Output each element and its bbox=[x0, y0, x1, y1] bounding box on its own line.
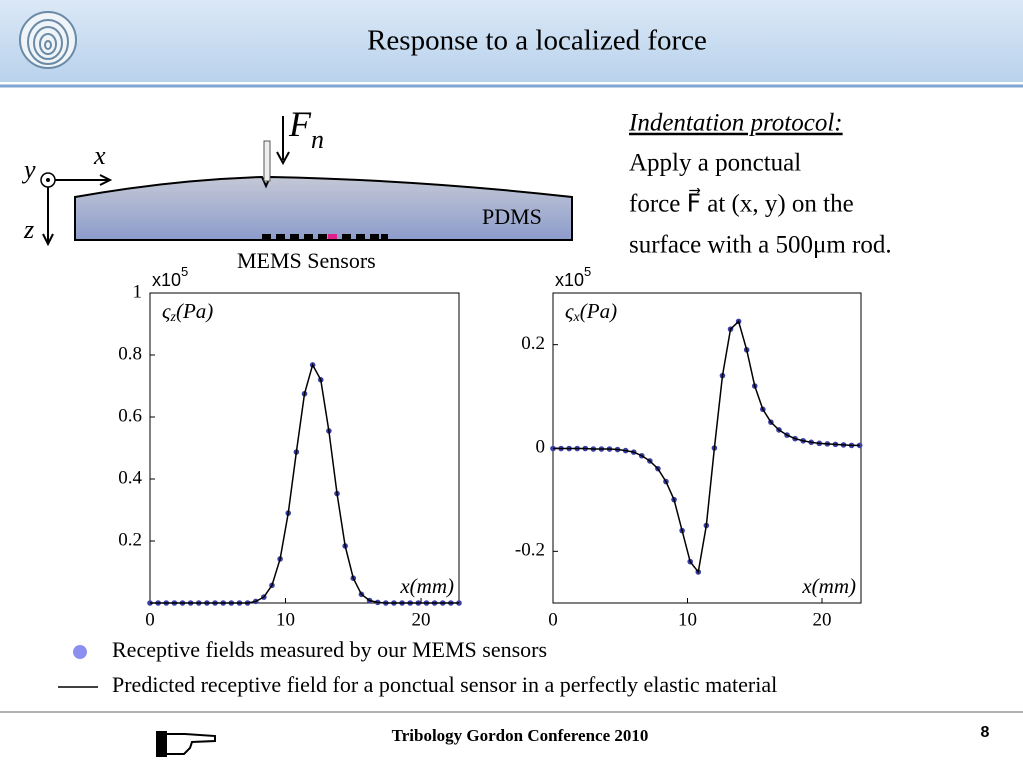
x-tick-label: 20 bbox=[412, 609, 431, 630]
force-arrowhead bbox=[276, 151, 290, 166]
z-arrowhead bbox=[42, 233, 54, 247]
axis-y-label: y bbox=[21, 155, 36, 184]
sensors-label: MEMS Sensors bbox=[237, 248, 376, 273]
y-axis-subscript: x bbox=[573, 310, 581, 325]
diagram: Fn y x z PDMS MEMS Sensors bbox=[21, 104, 573, 273]
plot-frame bbox=[552, 292, 862, 604]
y-tick-label: 0.8 bbox=[118, 343, 142, 364]
legend: Receptive fields measured by our MEMS se… bbox=[58, 637, 777, 697]
axis-z-label: z bbox=[23, 215, 34, 244]
footer-conference: Tribology Gordon Conference 2010 bbox=[392, 726, 649, 745]
y-tick-label: 0.4 bbox=[118, 467, 142, 488]
x-tick-label: 10 bbox=[276, 609, 295, 630]
pdms-block bbox=[74, 175, 573, 241]
axis-x-label: x bbox=[93, 141, 106, 170]
force-label: Fn bbox=[288, 104, 324, 154]
protocol-line: Apply a ponctual bbox=[629, 150, 801, 177]
multiplier: x105 bbox=[555, 264, 591, 289]
series-line bbox=[553, 320, 860, 574]
x-axis-label: x(mm) bbox=[399, 574, 454, 598]
y-axis-subscript: z bbox=[170, 310, 177, 325]
protocol-line: surface with a 500μm rod. bbox=[629, 232, 892, 259]
x-tick-label: 0 bbox=[548, 609, 558, 630]
y-axis-label: ςz(Pa) bbox=[162, 299, 213, 325]
protocol-line: force F⃗ at (x, y) on the bbox=[629, 188, 854, 218]
y-axis-unit: (Pa) bbox=[580, 299, 617, 323]
x-tick-label: 0 bbox=[145, 609, 155, 630]
logo bbox=[19, 11, 77, 69]
x-tick-label: 20 bbox=[812, 609, 831, 630]
multiplier-power: 5 bbox=[181, 264, 188, 279]
y-tick-label: 0.2 bbox=[118, 529, 142, 550]
multiplier: x105 bbox=[152, 264, 188, 289]
multiplier-power: 5 bbox=[584, 264, 591, 279]
x-axis-label: x(mm) bbox=[801, 574, 856, 598]
charts: 0.20.40.60.810 10 20ςz(Pa)x(mm)x105-0.200.… bbox=[118, 264, 863, 630]
protocol: Indentation protocol: Apply a ponctual f… bbox=[628, 110, 892, 259]
y-axis-unit: (Pa) bbox=[176, 299, 213, 323]
hand-icon bbox=[156, 731, 216, 757]
x-arrowhead bbox=[99, 174, 113, 186]
material-label: PDMS bbox=[482, 204, 542, 229]
legend-marker bbox=[73, 645, 87, 659]
multiplier-base: x10 bbox=[152, 270, 181, 290]
plot-frame bbox=[149, 292, 460, 604]
page-number: 8 bbox=[981, 724, 990, 741]
slide-title: Response to a localized force bbox=[367, 25, 707, 57]
y-tick-label: 0 bbox=[536, 436, 546, 457]
header-band bbox=[0, 0, 1023, 82]
series-line bbox=[150, 362, 459, 604]
y-axis-label: ςx(Pa) bbox=[565, 299, 617, 325]
sensor-row bbox=[262, 234, 388, 239]
multiplier-base: x10 bbox=[555, 270, 584, 290]
x-tick-label: 10 bbox=[678, 609, 697, 630]
rod bbox=[263, 140, 271, 182]
force-symbol: F bbox=[288, 104, 312, 144]
y-axis-symbol: ς bbox=[162, 299, 171, 323]
protocol-heading: Indentation protocol: bbox=[628, 110, 843, 137]
y-tick-label: 1 bbox=[133, 281, 143, 302]
y-tick-label: 0.6 bbox=[118, 405, 142, 426]
y-tick-label: -0.2 bbox=[515, 540, 545, 561]
axis-origin-dot bbox=[46, 178, 50, 182]
y-axis-symbol: ς bbox=[565, 299, 574, 323]
legend-label: Receptive fields measured by our MEMS se… bbox=[112, 637, 547, 662]
force-subscript: n bbox=[311, 125, 324, 154]
y-tick-label: 0.2 bbox=[521, 333, 545, 354]
legend-label: Predicted receptive field for a ponctual… bbox=[112, 672, 777, 697]
